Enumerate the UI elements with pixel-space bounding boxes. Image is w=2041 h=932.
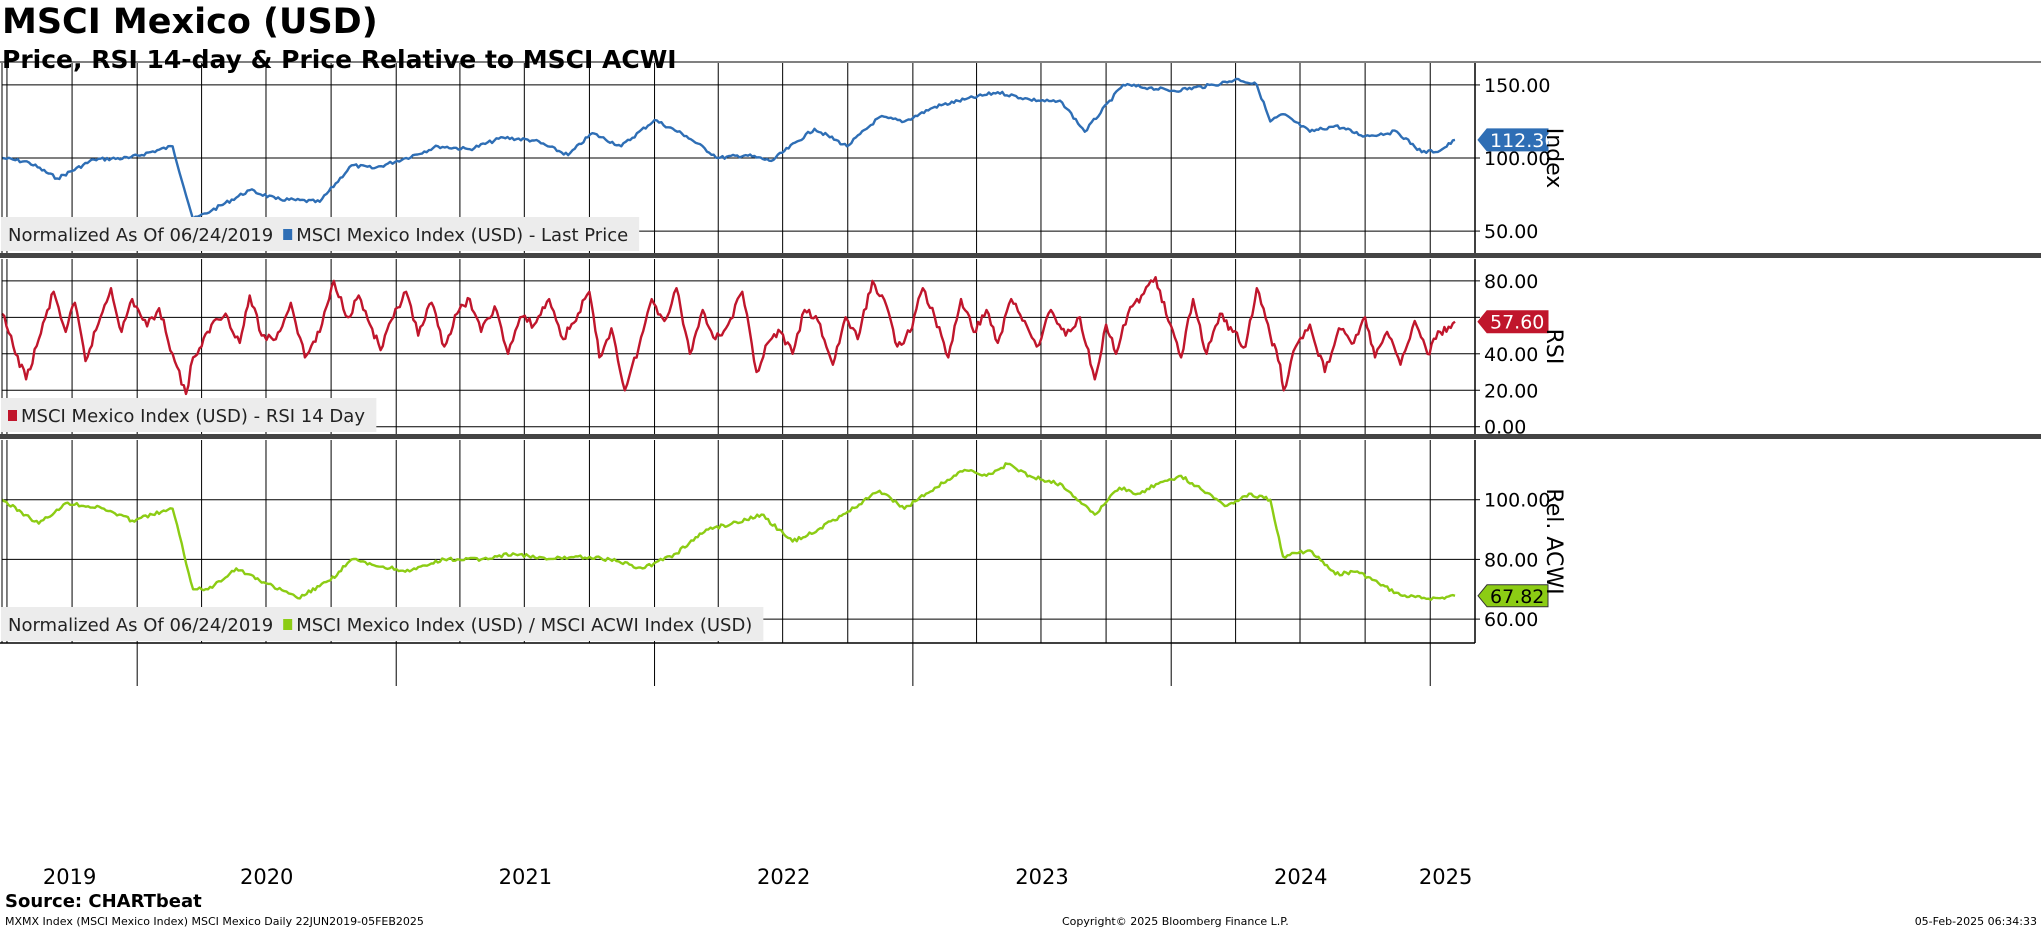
- y-tick-label: 150.00: [1484, 75, 1550, 97]
- legend-label: MSCI Mexico Index (USD) - RSI 14 Day: [21, 406, 365, 427]
- y-axis-title: Index: [1541, 128, 1566, 189]
- source-note: Source: CHARTbeat: [5, 891, 202, 912]
- legend-label: MSCI Mexico Index (USD) / MSCI ACWI Inde…: [296, 615, 752, 636]
- series-line-price: [1, 77, 1456, 221]
- x-tick-label-year: 2025: [1419, 865, 1472, 889]
- footer-ticker-note: MXMX Index (MSCI Mexico Index) MSCI Mexi…: [5, 915, 424, 928]
- legend-relative: Normalized As Of 06/24/2019 MSCI Mexico I…: [1, 607, 764, 641]
- last-value-label: 112.36: [1490, 130, 1556, 152]
- legend-prefix: Normalized As Of 06/24/2019: [8, 615, 273, 636]
- legend-label: MSCI Mexico Index (USD) - Last Price: [296, 225, 628, 246]
- x-tick-label-year: 2020: [240, 865, 293, 889]
- panel-frames: [0, 61, 2041, 686]
- y-tick-label: 100.00: [1484, 148, 1550, 170]
- x-tick-label-year: 2023: [1015, 865, 1068, 889]
- panel-separator: [0, 253, 2041, 258]
- y-axis-title: RSI: [1541, 329, 1566, 365]
- series-line-rsi: [1, 276, 1456, 396]
- legend-swatch: [283, 619, 293, 630]
- y-tick-label: 0.00: [1484, 417, 1526, 439]
- x-tick-label-year: 2022: [757, 865, 810, 889]
- legend-price: Normalized As Of 06/24/2019 MSCI Mexico I…: [1, 217, 640, 251]
- y-tick-label: 60.00: [1484, 609, 1538, 631]
- y-tick-label: 80.00: [1484, 549, 1538, 571]
- last-value-tag: [1477, 584, 1549, 608]
- footer-timestamp: 05-Feb-2025 06:34:33: [1914, 915, 2037, 928]
- last-value-tag: [1477, 128, 1549, 152]
- legend-prefix: Normalized As Of 06/24/2019: [8, 225, 273, 246]
- y-tick-label: 100.00: [1484, 490, 1550, 512]
- y-tick-label: 80.00: [1484, 271, 1538, 293]
- footer-copyright: Copyright© 2025 Bloomberg Finance L.P.: [1062, 915, 1289, 928]
- x-tick-label-year: 2021: [499, 865, 552, 889]
- last-value-tag: [1477, 310, 1549, 334]
- panel-separator: [0, 434, 2041, 439]
- y-tick-label: 20.00: [1484, 380, 1538, 402]
- last-value-label: 57.60: [1490, 312, 1544, 334]
- y-axis-title: Rel. ACWI: [1541, 488, 1566, 594]
- legend-swatch: [8, 410, 17, 421]
- x-tick-label-year: 2024: [1274, 865, 1327, 889]
- chart-title: MSCI Mexico (USD): [2, 2, 378, 42]
- gridlines: [2, 63, 1475, 643]
- x-tick-label-year: 2019: [43, 865, 96, 889]
- chart-subtitle: Price, RSI 14-day & Price Relative to MS…: [2, 45, 677, 74]
- y-tick-label: 50.00: [1484, 221, 1538, 243]
- y-tick-label: 40.00: [1484, 344, 1538, 366]
- series-layer: [1, 77, 1456, 601]
- series-line-relative: [1, 462, 1456, 601]
- legend-swatch: [283, 229, 293, 240]
- last-value-label: 67.82: [1490, 586, 1544, 608]
- legend-rsi: MSCI Mexico Index (USD) - RSI 14 Day: [1, 398, 377, 432]
